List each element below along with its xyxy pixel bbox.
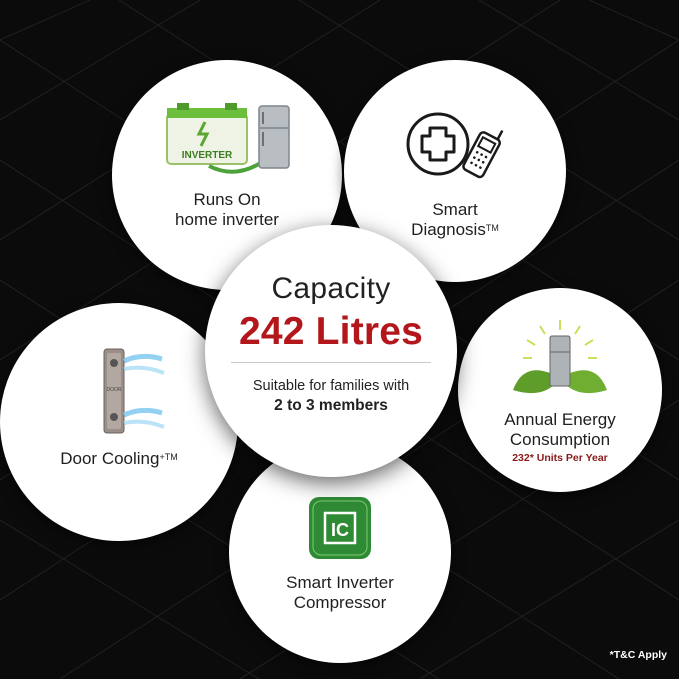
- diagnosis-label-line2: Diagnosis: [411, 220, 486, 239]
- capacity-highlight: Capacity 242 Litres Suitable for familie…: [205, 225, 457, 477]
- energy-label-line2: Consumption: [509, 430, 611, 449]
- capacity-value: 242 Litres: [238, 310, 424, 353]
- inverter-label-line1: Runs On: [193, 190, 261, 209]
- terms-disclaimer: *T&C Apply: [609, 649, 667, 661]
- capacity-description: Suitable for families with 2 to 3 member…: [253, 377, 409, 416]
- inverter-label-line2: home inverter: [175, 210, 279, 229]
- capacity-title: Capacity: [271, 272, 391, 305]
- inverter-icon-text: INVERTER: [182, 150, 233, 161]
- inverter-compressor-icon: IC: [309, 497, 371, 559]
- feature-door-cooling: DOOR Door Cooling+TM: [0, 303, 238, 541]
- inverter-battery-icon: INVERTER: [166, 103, 290, 174]
- energy-saving-icon: [513, 320, 607, 394]
- door-cooling-label: Door Cooling: [60, 449, 160, 468]
- compressor-label-line1: Smart Inverter: [286, 573, 394, 592]
- compressor-label-line2: Compressor: [293, 593, 387, 612]
- door-cooling-trademark: +TM: [159, 452, 178, 462]
- feature-annual-energy: Annual Energy Consumption 232* Units Per…: [458, 288, 662, 492]
- capacity-desc-line1: Suitable for families with: [252, 378, 410, 394]
- diagnosis-label-line1: Smart: [432, 200, 478, 219]
- door-icon-text: DOOR: [107, 387, 122, 393]
- feature-smart-inverter-compressor: IC Smart Inverter Compressor: [229, 441, 451, 663]
- energy-label-line1: Annual Energy: [504, 410, 616, 429]
- diagnosis-trademark: TM: [485, 223, 499, 233]
- compressor-icon-text: IC: [331, 520, 349, 540]
- capacity-desc-line2: 2 to 3 members: [274, 397, 388, 414]
- smart-diagnosis-icon: [406, 112, 504, 179]
- capacity-divider: [231, 362, 431, 363]
- door-cooling-icon: DOOR: [103, 348, 165, 434]
- energy-units-per-year: 232* Units Per Year: [512, 452, 608, 464]
